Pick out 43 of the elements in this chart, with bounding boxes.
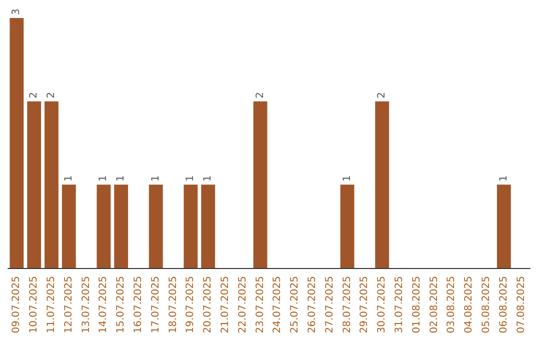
x-tick-label: 06.08.2025 [498,276,510,334]
x-tick-label: 21.07.2025 [220,276,231,334]
x-tick-label: 16.07.2025 [133,276,144,334]
x-tick-label: 26.07.2025 [307,276,318,334]
x-tick-label: 25.07.2025 [290,276,301,334]
x-tick-label: 03.08.2025 [446,276,458,334]
data-label: 1 [116,175,127,182]
x-tick-label: 12.07.2025 [63,276,74,334]
x-tick-label: 20.07.2025 [202,276,214,334]
data-label: 1 [202,175,214,182]
x-tick-label: 27.07.2025 [324,276,336,334]
x-tick-label: 22.07.2025 [237,276,248,334]
x-tick-label: 07.08.2025 [516,276,527,334]
data-label: 2 [376,92,388,98]
x-tick-label: 09.07.2025 [11,276,22,334]
x-tick-label: 23.07.2025 [254,276,266,334]
data-label: 1 [498,175,510,182]
data-label: 1 [63,175,74,182]
x-tick-label: 14.07.2025 [98,276,110,334]
data-label: 3 [11,8,22,15]
data-label: 2 [46,92,57,98]
x-tick-label: 10.07.2025 [28,276,40,334]
data-label: 2 [254,92,266,98]
x-tick-label: 31.07.2025 [394,276,405,334]
x-tick-label: 11.07.2025 [46,276,57,334]
x-tick-label: 29.07.2025 [359,276,370,334]
x-tick-label: 02.08.2025 [428,276,440,334]
x-tick-label: 19.07.2025 [185,276,196,334]
x-tick-label: 15.07.2025 [116,276,127,334]
data-label: 1 [98,175,110,182]
x-tick-label: 24.07.2025 [272,276,284,334]
x-tick-label: 28.07.2025 [342,276,353,334]
x-tick-label: 30.07.2025 [376,276,388,334]
data-label: 2 [28,92,40,98]
x-tick-label: 13.07.2025 [80,276,92,334]
x-tick-label: 05.08.2025 [481,276,492,334]
data-label: 1 [342,175,353,182]
x-tick-label: 01.08.2025 [411,276,422,334]
data-label: 1 [150,175,162,182]
x-tick-label: 04.08.2025 [464,276,475,334]
x-tick-label: 18.07.2025 [168,276,179,334]
x-tick-label: 17.07.2025 [150,276,162,334]
data-label: 1 [185,175,196,182]
